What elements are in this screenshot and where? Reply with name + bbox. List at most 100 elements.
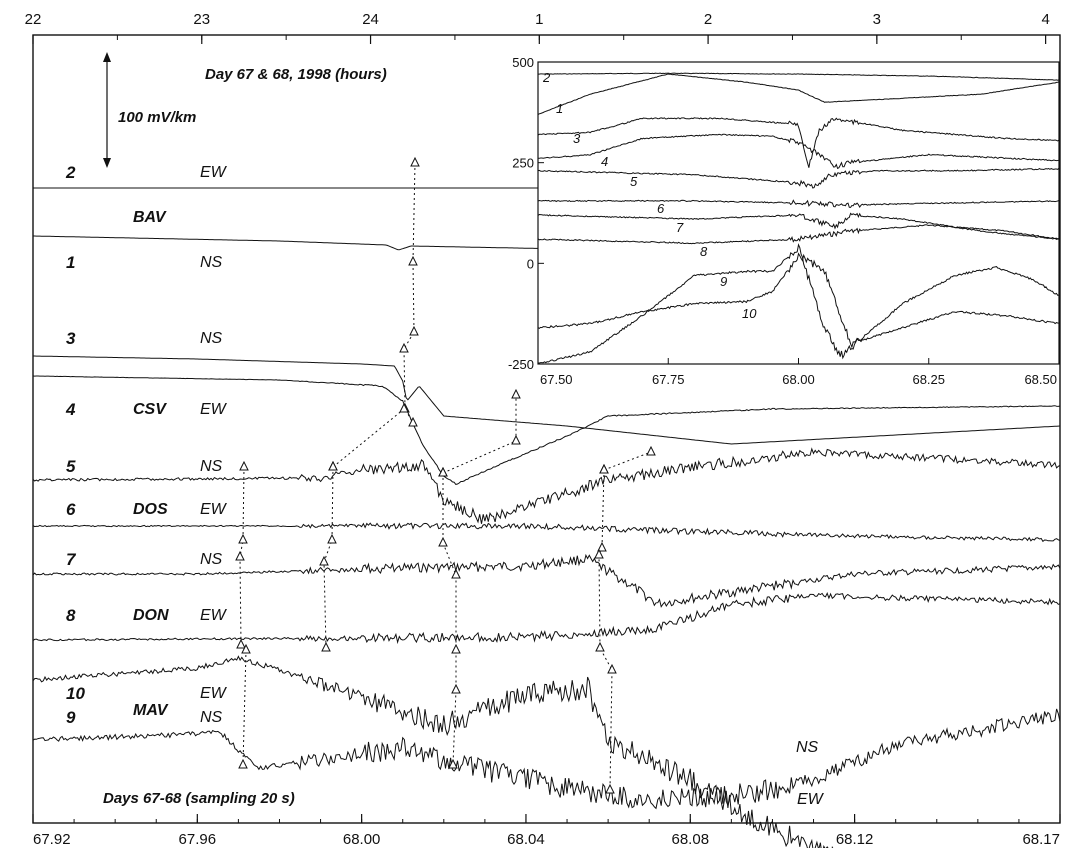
event-marker (594, 548, 604, 559)
x-tick-label: 68.12 (836, 831, 874, 848)
event-connector (403, 162, 416, 424)
x-tick-label: 67.92 (33, 831, 71, 848)
inset-y-tick-label: 250 (512, 156, 534, 171)
event-marker (646, 445, 656, 456)
hour-tick-label: 4 (1041, 11, 1049, 28)
station-label-don: DON (133, 607, 169, 624)
component-label-1: NS (200, 254, 223, 271)
x-tick-label: 68.17 (1022, 831, 1060, 848)
inset-x-tick-label: 67.75 (652, 372, 685, 387)
x-tick-label: 68.04 (507, 831, 545, 848)
inset-channel-label-8: 8 (700, 244, 708, 259)
channel-number-2: 2 (65, 163, 76, 182)
station-label-dos: DOS (133, 501, 168, 518)
channel-number-6: 6 (66, 500, 76, 519)
inset-y-tick-label: 0 (527, 256, 534, 271)
channel-number-10: 10 (66, 684, 85, 703)
event-marker (597, 541, 607, 552)
trace-channel-10 (32, 655, 834, 848)
inset-channel-label-7: 7 (676, 220, 684, 235)
component-label-10: EW (200, 685, 228, 702)
plot-frame (32, 34, 1061, 824)
x-tick-label: 67.96 (179, 831, 217, 848)
inset-trace-8 (537, 224, 1060, 245)
component-label-5: NS (200, 458, 223, 475)
trace-label-9: NS (796, 739, 819, 756)
trace-channel-8 (32, 592, 1061, 645)
event-connector (239, 466, 245, 646)
component-label-4: EW (200, 401, 228, 418)
hour-tick-label: 2 (704, 11, 712, 28)
component-label-3: NS (200, 330, 223, 347)
trace-channel-4 (32, 375, 1061, 485)
event-marker (448, 758, 458, 769)
trace-label-10: EW (797, 791, 825, 808)
inset-y-tick-label: 500 (512, 55, 534, 70)
station-label-bav: BAV (133, 209, 167, 226)
main-labels: 2 EW 1 NS 3 NS 4 EW 5 NS 6 EW 7 NS 8 EW 10 EW 9 NS BAV CSV DOS… (65, 163, 825, 808)
event-marker (451, 643, 461, 654)
event-marker (236, 638, 246, 649)
component-label-8: EW (200, 607, 228, 624)
channel-number-3: 3 (66, 329, 76, 348)
event-marker (408, 255, 418, 266)
event-connector (442, 395, 517, 474)
scale-bar: 100 mV/km (103, 52, 196, 168)
component-label-9: NS (200, 709, 223, 726)
event-marker (410, 156, 420, 167)
hour-tick-label: 24 (362, 11, 379, 28)
event-marker (451, 683, 461, 694)
event-marker (511, 434, 521, 445)
event-marker (328, 460, 338, 471)
event-marker (321, 641, 331, 652)
x-tick-label: 68.00 (343, 831, 381, 848)
event-marker (438, 536, 448, 547)
channel-number-8: 8 (66, 606, 76, 625)
inset-trace-3 (537, 117, 1060, 168)
inset-trace-4 (538, 133, 1060, 170)
event-marker (595, 641, 605, 652)
event-marker (241, 643, 251, 654)
hour-tick-label: 1 (535, 11, 543, 28)
event-marker (239, 460, 249, 471)
event-connector (323, 466, 334, 649)
inset-channel-label-2: 2 (542, 70, 551, 85)
hour-tick-label: 22 (25, 11, 42, 28)
event-marker (599, 463, 609, 474)
hour-tick-label: 23 (193, 11, 210, 28)
event-marker (605, 783, 615, 794)
inset-channel-label-4: 4 (601, 154, 608, 169)
event-connector (598, 469, 613, 791)
inset-channel-label-5: 5 (630, 174, 638, 189)
event-marker (451, 568, 461, 579)
station-label-mav: MAV (133, 702, 169, 719)
event-marker (511, 388, 521, 399)
component-label-6: EW (200, 501, 228, 518)
inset-channel-label-10: 10 (742, 306, 757, 321)
event-marker (607, 663, 617, 674)
channel-number-7: 7 (66, 550, 77, 569)
inset-chart: 67.50 67.75 68.00 68.25 68.50 500 250 0 -250 2 13 4… (508, 55, 1060, 387)
event-marker (399, 402, 409, 413)
inset-trace-9 (537, 252, 1060, 349)
trace-channel-3 (33, 355, 1061, 445)
inset-trace-2 (538, 72, 1060, 81)
inset-trace-5 (537, 167, 1060, 189)
inset-channel-label-6: 6 (657, 201, 665, 216)
inset-x-tick-label: 68.00 (782, 372, 815, 387)
chart-title: Day 67 & 68, 1998 (hours) (205, 66, 387, 83)
component-label-7: NS (200, 551, 223, 568)
channel-number-5: 5 (66, 457, 76, 476)
inset-channel-label-9: 9 (720, 274, 727, 289)
event-marker (327, 533, 337, 544)
station-label-csv: CSV (133, 401, 167, 418)
event-marker (438, 466, 448, 477)
inset-trace-7 (537, 212, 1060, 241)
trace-channel-6 (32, 522, 1061, 543)
inset-frame (537, 61, 1060, 365)
event-marker (238, 533, 248, 544)
trace-channel-7 (32, 553, 1061, 608)
event-connectors (235, 156, 656, 794)
